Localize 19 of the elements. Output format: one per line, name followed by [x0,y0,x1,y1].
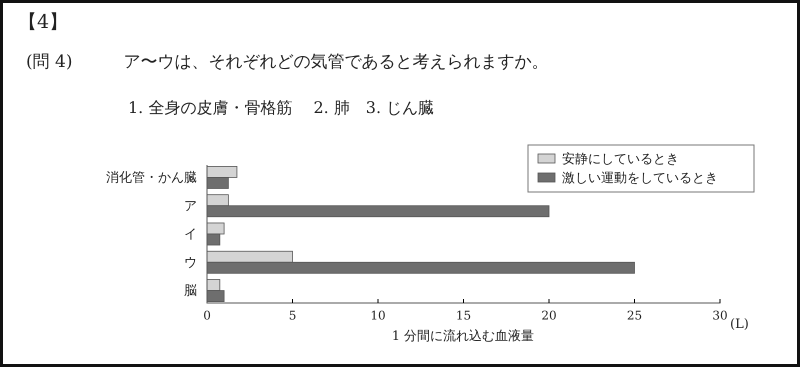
x-tick-label: 20 [541,308,557,323]
x-tick-label: 15 [456,308,472,323]
chart-subtitle: (問 4) ア〜ウは、それぞれどの気管であると考えられますか。 [26,52,548,72]
x-tick-label: 25 [626,308,642,323]
x-tick-label: 30 [712,308,728,323]
legend-label: 激しい運動をしているとき [562,171,718,186]
text: 【4】 [18,11,68,33]
x-axis-title: 1 分間に流れ込む血液量 [392,328,534,344]
text: (L) [730,317,749,332]
y-tick-label: ウ [184,255,197,270]
y-tick-label: 脳 [184,284,197,299]
y-tick-label: 消化管・かん臓 [106,170,197,186]
x-tick-label: 0 [203,308,211,323]
y-tick-label: ア [184,198,197,214]
legend-label: 安静にしているとき [562,151,679,167]
x-tick-label: 10 [370,308,386,323]
x-tick-label: 5 [288,308,296,323]
text: 1. 全身の皮膚・骨格筋 2. 肺 3. じん臓 [128,98,434,117]
y-tick-label: イ [184,227,197,242]
